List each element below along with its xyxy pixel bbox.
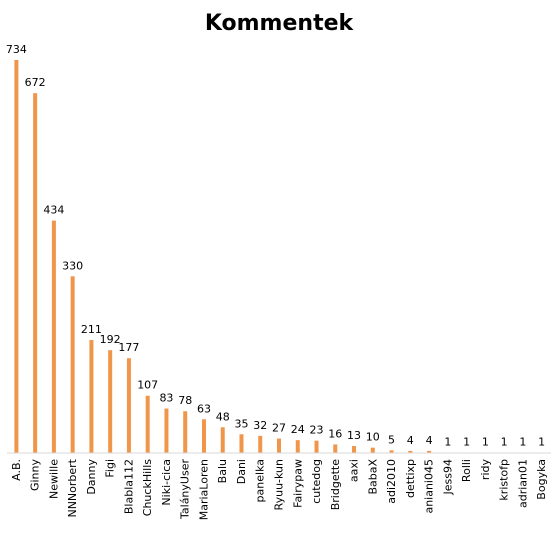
category-label-26: kristofp (498, 459, 511, 501)
value-label-2: 434 (43, 204, 64, 217)
category-label-18: aaxi (348, 459, 361, 482)
category-label-17: Bridgette (329, 459, 342, 510)
bar-9 (183, 411, 188, 453)
value-label-10: 63 (197, 402, 211, 415)
value-label-15: 24 (291, 423, 305, 436)
bar-16 (314, 440, 319, 453)
value-label-17: 16 (328, 427, 342, 440)
category-label-6: Blabla112 (122, 459, 135, 514)
category-labels-group: A.B. Ginny Newille NNNorbert Danny Figi Blabla… (10, 458, 548, 520)
bar-7 (145, 395, 150, 453)
bar-4 (89, 340, 94, 453)
category-label-9: TalányUser (179, 459, 192, 520)
value-label-26: 1 (501, 435, 508, 448)
bar-5 (108, 350, 113, 453)
value-label-1: 672 (25, 76, 46, 89)
category-label-23: Jess94 (441, 459, 454, 495)
category-label-20: adi2010 (385, 459, 398, 504)
category-label-5: Figi (104, 459, 117, 478)
bar-20 (389, 450, 394, 453)
value-label-21: 4 (407, 434, 414, 447)
chart-title: Kommentek (205, 11, 355, 36)
value-label-7: 107 (137, 379, 158, 392)
category-label-4: Danny (85, 459, 98, 495)
value-label-6: 177 (118, 341, 139, 354)
bar-10 (201, 419, 206, 453)
value-label-18: 13 (347, 429, 361, 442)
bar-21 (408, 450, 413, 453)
value-label-16: 23 (310, 424, 324, 437)
value-label-14: 27 (272, 422, 286, 435)
category-label-3: NNNorbert (66, 458, 79, 517)
value-label-11: 48 (216, 410, 230, 423)
value-label-25: 1 (482, 435, 489, 448)
value-label-24: 1 (463, 435, 470, 448)
value-label-12: 35 (234, 417, 248, 430)
bar-8 (164, 408, 169, 453)
bar-19 (370, 447, 375, 453)
category-label-12: Dani (235, 459, 248, 484)
category-label-2: Newille (47, 459, 60, 499)
category-label-0: A.B. (10, 459, 23, 481)
bar-13 (258, 435, 263, 453)
bar-17 (333, 444, 338, 453)
bar-12 (239, 434, 244, 453)
category-label-11: Balu (216, 459, 229, 483)
value-label-5: 192 (100, 333, 121, 346)
value-label-22: 4 (426, 434, 433, 447)
category-label-19: BabaX (366, 459, 379, 495)
category-label-22: aniani045 (423, 459, 436, 514)
bar-11 (220, 427, 225, 453)
value-label-0: 734 (6, 43, 27, 56)
bar-6 (126, 358, 131, 453)
value-label-9: 78 (178, 394, 192, 407)
category-label-28: Bogyka (535, 459, 548, 500)
category-label-7: ChuckHills (141, 459, 154, 516)
bar-0 (14, 60, 19, 453)
category-label-16: cutedog (310, 459, 323, 504)
value-label-20: 5 (388, 433, 395, 446)
value-label-27: 1 (519, 435, 526, 448)
bar-18 (352, 446, 357, 453)
value-label-13: 32 (253, 419, 267, 432)
bar-14 (277, 438, 281, 453)
category-label-8: Niki-cica (160, 459, 173, 506)
bar-2 (51, 220, 56, 453)
value-label-4: 211 (81, 323, 102, 336)
category-label-21: dettixp (404, 459, 417, 498)
category-label-1: Ginny (29, 459, 42, 492)
category-label-10: MariaLoren (197, 459, 210, 520)
bar-3 (70, 276, 75, 453)
value-label-28: 1 (538, 435, 545, 448)
category-label-24: Rolli (460, 459, 473, 482)
value-label-23: 1 (444, 435, 451, 448)
bar-22 (427, 450, 432, 453)
value-label-19: 10 (366, 431, 380, 444)
category-label-27: adrian01 (516, 459, 529, 508)
value-label-8: 83 (159, 392, 173, 405)
category-label-25: ridy (479, 459, 492, 481)
category-label-14: Ryuu-kun (273, 459, 286, 510)
value-label-3: 330 (62, 259, 83, 272)
category-label-13: panelka (254, 459, 267, 502)
category-label-15: Fairypaw (291, 459, 304, 508)
bar-1 (33, 93, 38, 453)
bar-15 (295, 440, 300, 453)
bars-group (14, 60, 544, 453)
